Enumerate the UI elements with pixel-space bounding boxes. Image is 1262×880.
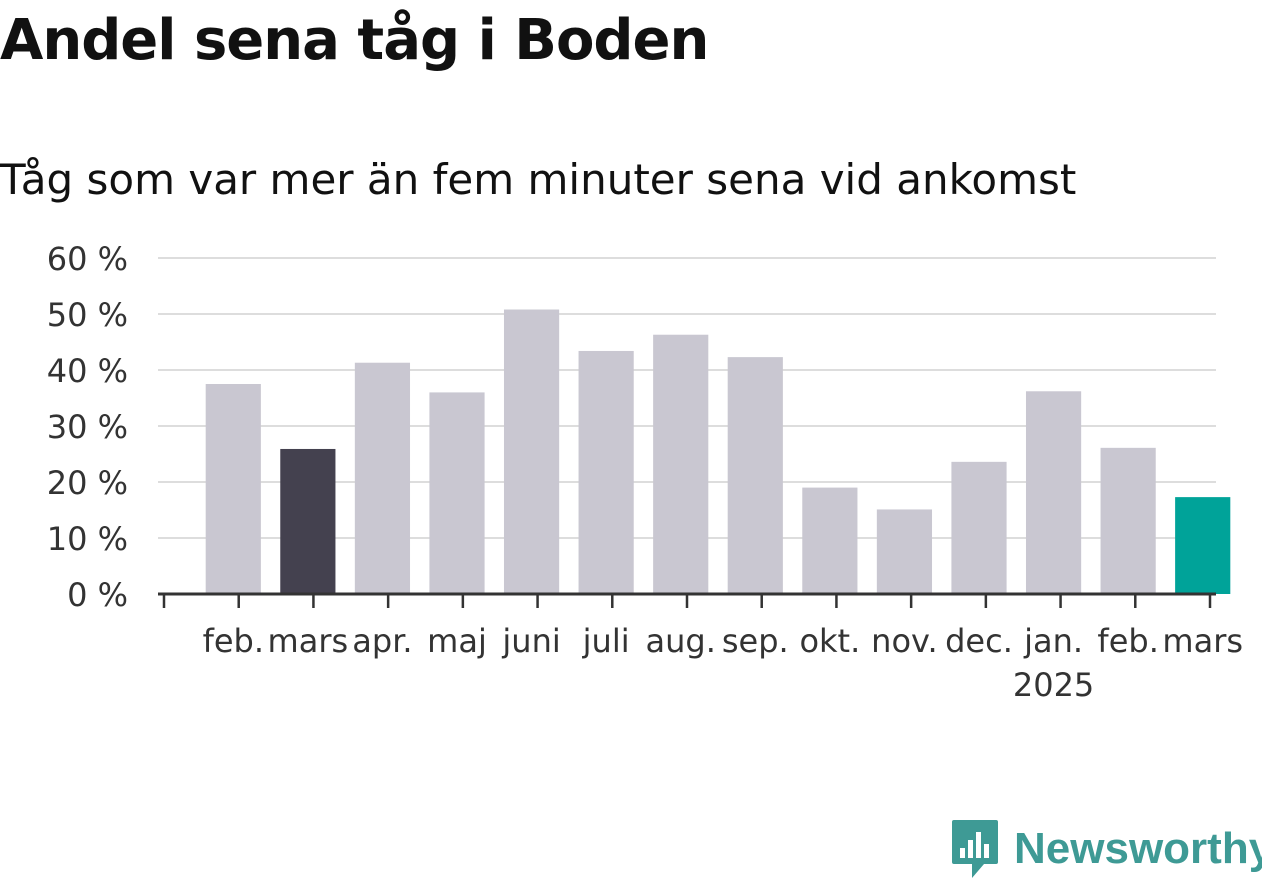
bar-2: [280, 448, 336, 594]
bar-8: [727, 357, 783, 594]
y-tick-label: 60 %: [47, 240, 128, 278]
x-tick-label: juli: [582, 622, 630, 660]
bar-3: [354, 362, 411, 594]
bar-12: [1025, 391, 1082, 594]
bar-7: [653, 334, 709, 594]
x-tick-label: nov.: [871, 622, 937, 660]
bar-chart-speech-bubble-icon: [952, 820, 998, 878]
bar-9: [802, 487, 858, 594]
x-axis: [158, 592, 1216, 608]
bar-4: [429, 392, 485, 594]
y-tick-label: 30 %: [47, 408, 128, 446]
x-tick-label: dec.: [945, 622, 1013, 660]
x-tick-label: okt.: [799, 622, 860, 660]
bar-1: [205, 384, 261, 594]
bar-6: [578, 350, 634, 594]
bars: [205, 309, 1231, 594]
x-tick-label: jan.: [1023, 622, 1083, 660]
bar-5: [503, 309, 560, 594]
y-tick-label: 10 %: [47, 520, 128, 558]
y-tick-label: 50 %: [47, 296, 128, 334]
x-tick-label: apr.: [352, 622, 412, 660]
bar-10: [876, 509, 933, 594]
x-year-label: 2025: [1013, 666, 1094, 704]
x-tick-label: maj: [427, 622, 487, 660]
x-tick-label: sep.: [722, 622, 789, 660]
x-tick-label: juni: [501, 622, 560, 660]
chart-subtitle: Tåg som var mer än fem minuter sena vid …: [0, 155, 1077, 204]
bar-13: [1100, 447, 1156, 594]
x-tick-label: feb.: [1097, 622, 1158, 660]
y-tick-label: 20 %: [47, 464, 128, 502]
y-tick-label: 40 %: [47, 352, 128, 390]
x-tick-label: mars: [1162, 622, 1243, 660]
bar-14: [1175, 497, 1231, 594]
axis-labels: 0 %10 %20 %30 %40 %50 %60 %feb. mars apr. m…: [47, 240, 1243, 704]
x-tick-label: feb.: [203, 622, 264, 660]
newsworthy-logo: Newsworthy: [950, 818, 1262, 880]
chart-title: Andel sena tåg i Boden: [0, 8, 709, 73]
brand-name: Newsworthy: [1014, 824, 1262, 873]
y-tick-label: 0 %: [67, 576, 128, 614]
x-tick-label: mars: [268, 622, 349, 660]
x-tick-label: aug.: [646, 622, 716, 660]
bar-11: [951, 461, 1007, 594]
